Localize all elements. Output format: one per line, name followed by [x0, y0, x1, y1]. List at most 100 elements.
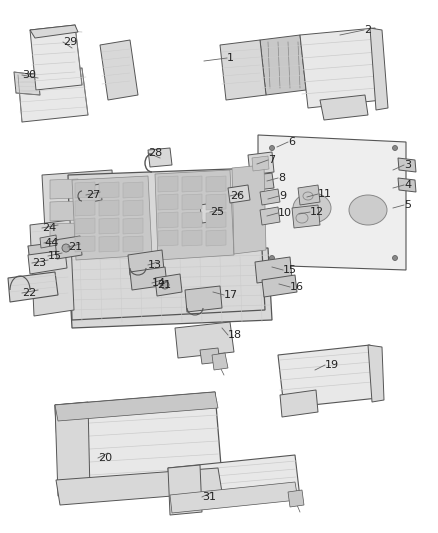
Text: 30: 30	[22, 70, 36, 80]
Text: 15: 15	[48, 251, 62, 261]
Polygon shape	[75, 182, 95, 198]
Polygon shape	[185, 286, 222, 312]
Text: 11: 11	[318, 189, 332, 199]
Circle shape	[392, 255, 398, 261]
Polygon shape	[168, 455, 300, 512]
Polygon shape	[75, 200, 95, 216]
Polygon shape	[248, 152, 274, 175]
Circle shape	[269, 146, 275, 150]
Polygon shape	[99, 218, 119, 234]
Polygon shape	[398, 158, 416, 172]
Text: 31: 31	[202, 492, 216, 502]
Polygon shape	[212, 353, 228, 370]
Text: 2: 2	[364, 25, 371, 35]
Polygon shape	[288, 490, 304, 507]
Polygon shape	[255, 257, 292, 283]
Polygon shape	[56, 468, 222, 505]
Polygon shape	[99, 236, 119, 252]
Text: 7: 7	[268, 155, 275, 165]
Polygon shape	[42, 170, 116, 250]
Polygon shape	[298, 185, 320, 205]
Polygon shape	[50, 179, 78, 199]
Polygon shape	[30, 25, 78, 38]
Text: 13: 13	[148, 260, 162, 270]
Polygon shape	[28, 242, 62, 262]
Circle shape	[62, 244, 70, 252]
Polygon shape	[206, 176, 226, 192]
Polygon shape	[99, 200, 119, 216]
Text: 23: 23	[32, 258, 46, 268]
Polygon shape	[200, 202, 222, 223]
Polygon shape	[128, 250, 164, 275]
Polygon shape	[200, 348, 220, 364]
Polygon shape	[55, 392, 218, 421]
Polygon shape	[260, 207, 280, 225]
Text: 14: 14	[152, 278, 166, 288]
Polygon shape	[8, 272, 58, 302]
Polygon shape	[82, 201, 110, 221]
Polygon shape	[175, 322, 234, 358]
Circle shape	[269, 255, 275, 261]
Polygon shape	[130, 267, 167, 290]
Polygon shape	[55, 236, 82, 259]
Polygon shape	[14, 72, 40, 95]
Polygon shape	[158, 230, 178, 246]
Ellipse shape	[349, 195, 387, 225]
Polygon shape	[148, 148, 172, 167]
Polygon shape	[72, 176, 152, 260]
Text: 22: 22	[22, 288, 36, 298]
Polygon shape	[220, 40, 266, 100]
Text: 25: 25	[210, 207, 224, 217]
Polygon shape	[75, 236, 95, 252]
Polygon shape	[68, 168, 265, 320]
Polygon shape	[100, 40, 138, 100]
Polygon shape	[68, 248, 272, 328]
Text: 8: 8	[278, 173, 285, 183]
Polygon shape	[182, 230, 202, 246]
Polygon shape	[30, 25, 82, 90]
Text: 26: 26	[230, 191, 244, 201]
Text: 27: 27	[86, 190, 100, 200]
Polygon shape	[280, 390, 318, 417]
Text: 29: 29	[63, 37, 77, 47]
Polygon shape	[123, 182, 143, 198]
Polygon shape	[300, 28, 382, 108]
Polygon shape	[278, 345, 378, 408]
Polygon shape	[168, 465, 202, 515]
Polygon shape	[28, 250, 67, 274]
Polygon shape	[206, 230, 226, 246]
Polygon shape	[82, 223, 110, 243]
Polygon shape	[123, 236, 143, 252]
Text: 17: 17	[224, 290, 238, 300]
Polygon shape	[158, 194, 178, 210]
Polygon shape	[158, 176, 178, 192]
Text: 1: 1	[227, 53, 234, 63]
Text: 10: 10	[278, 208, 292, 218]
Polygon shape	[99, 182, 119, 198]
Text: 18: 18	[228, 330, 242, 340]
Ellipse shape	[293, 193, 331, 223]
Text: 21: 21	[68, 242, 82, 252]
Polygon shape	[82, 179, 110, 199]
Polygon shape	[50, 201, 78, 221]
Circle shape	[161, 281, 169, 289]
Polygon shape	[260, 189, 280, 205]
Polygon shape	[262, 275, 297, 297]
Polygon shape	[206, 212, 226, 228]
Circle shape	[392, 146, 398, 150]
Polygon shape	[30, 220, 74, 316]
Polygon shape	[55, 392, 222, 493]
Text: 21: 21	[157, 280, 171, 290]
Polygon shape	[292, 205, 320, 228]
Text: 24: 24	[42, 223, 56, 233]
Text: 9: 9	[279, 191, 286, 201]
Text: 44: 44	[44, 238, 58, 248]
Polygon shape	[155, 170, 234, 260]
Polygon shape	[78, 184, 102, 204]
Polygon shape	[255, 173, 274, 190]
Polygon shape	[182, 212, 202, 228]
Polygon shape	[368, 345, 384, 402]
Polygon shape	[320, 95, 368, 120]
Polygon shape	[123, 218, 143, 234]
Polygon shape	[206, 194, 226, 210]
